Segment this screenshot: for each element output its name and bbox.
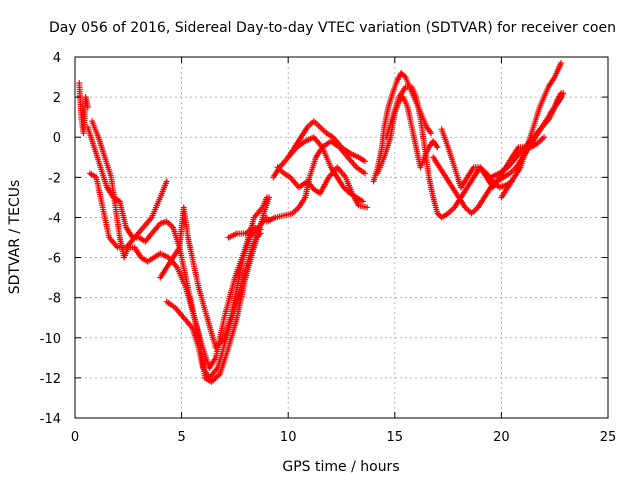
- x-tick-label: 10: [280, 430, 297, 445]
- y-tick-label: -14: [40, 412, 61, 427]
- data-point: [434, 144, 441, 151]
- series-pass-11: [285, 134, 366, 205]
- x-tick-label: 15: [387, 430, 404, 445]
- data-point: [257, 226, 264, 233]
- series-pass-8: [263, 138, 368, 225]
- y-tick-label: -2: [48, 171, 61, 186]
- series-pass-10: [274, 164, 371, 211]
- y-tick-label: -6: [48, 252, 61, 267]
- series-pass-18: [498, 60, 565, 201]
- x-tick-label: 20: [493, 430, 510, 445]
- series-pass-17: [487, 90, 565, 181]
- gridlines: [75, 57, 608, 418]
- y-tick-label: -12: [40, 372, 61, 387]
- axis-ticks: [74, 56, 609, 419]
- series-pass-6: [163, 230, 264, 381]
- data-point: [361, 158, 368, 165]
- data-point: [558, 60, 565, 67]
- series-pass-1: [76, 80, 91, 137]
- series-pass-19: [547, 90, 567, 117]
- y-tick-label: 4: [53, 51, 61, 66]
- data-point: [560, 90, 567, 97]
- x-tick-label: 5: [177, 430, 185, 445]
- y-tick-label: -8: [48, 292, 61, 307]
- chart-title: Day 056 of 2016, Sidereal Day-to-day VTE…: [49, 20, 616, 36]
- y-tick-label: -10: [40, 332, 61, 347]
- data-point: [428, 130, 435, 137]
- y-tick-label: 0: [53, 131, 61, 146]
- plot-frame: [74, 56, 609, 419]
- x-axis-label: GPS time / hours: [282, 459, 399, 475]
- y-tick-labels: -14 -12 -10 -8 -6 -4 -2 0 2 4: [40, 51, 61, 427]
- series-pass-3: [86, 170, 170, 251]
- data-point: [359, 198, 366, 205]
- data-point: [361, 170, 368, 177]
- data-points: [76, 60, 567, 385]
- y-tick-label: -4: [48, 211, 61, 226]
- x-tick-label: 0: [71, 430, 79, 445]
- data-point: [541, 134, 548, 141]
- x-tick-label: 25: [600, 430, 617, 445]
- y-axis-label: SDTVAR / TECUs: [7, 180, 23, 295]
- x-tick-labels: 0 5 10 15 20 25: [71, 430, 616, 445]
- data-point: [84, 104, 91, 111]
- y-tick-label: 2: [53, 91, 61, 106]
- series-pass-7: [225, 224, 264, 241]
- data-point: [364, 204, 371, 211]
- data-point: [163, 178, 170, 185]
- data-point: [266, 194, 273, 201]
